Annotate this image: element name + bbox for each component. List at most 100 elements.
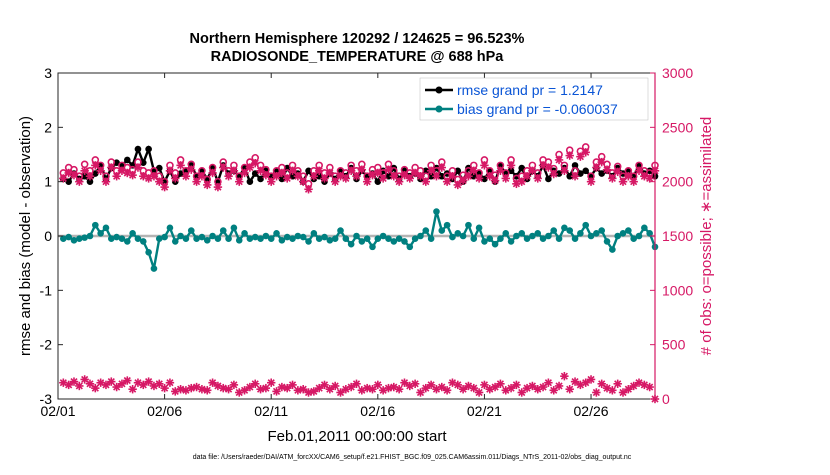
rejected-point <box>219 383 228 393</box>
y-tick-label: -3 <box>40 391 53 407</box>
bias-point <box>310 229 318 237</box>
assimilated-point <box>597 157 606 167</box>
legend-rmse-dot <box>435 86 443 94</box>
bias-point <box>198 233 206 241</box>
bias-point <box>539 235 547 243</box>
assimilated-point <box>592 163 601 172</box>
bias-point <box>603 238 611 245</box>
assimilated-point <box>581 148 590 157</box>
rmse-point <box>422 167 430 175</box>
bias-point <box>550 227 558 234</box>
bias-point <box>374 235 382 243</box>
series-rejected <box>59 371 660 404</box>
rejected-point <box>618 388 628 397</box>
bias-point <box>353 232 360 240</box>
rejected-point <box>496 379 505 388</box>
y-axis-label: rmse and bias (model - observation) <box>17 116 34 356</box>
bias-point <box>598 227 605 234</box>
assimilated-point <box>549 169 558 179</box>
series-assimilated <box>59 148 660 194</box>
bias-point <box>422 227 430 234</box>
assimilated-point <box>235 177 244 186</box>
bias-point <box>417 232 424 240</box>
bias-point <box>385 235 392 243</box>
bias-point <box>646 229 653 237</box>
assimilated-point <box>85 172 95 181</box>
assimilated-point <box>171 174 180 183</box>
bias-point <box>369 243 376 251</box>
bias-point <box>411 235 419 243</box>
bias-point <box>214 235 222 243</box>
rejected-point <box>410 379 420 388</box>
rmse-point <box>123 156 131 164</box>
y2-tick-label: 2500 <box>662 119 693 135</box>
rejected-point <box>442 386 452 395</box>
axes-layer: -3 -2 -1 0 1 2 3 0 500 1000 1500 2000 2500 3000 02/01 0… <box>40 65 694 419</box>
assimilated-point <box>384 165 393 174</box>
assimilated-point <box>96 166 105 175</box>
rejected-point <box>107 377 116 386</box>
bias-point <box>134 235 142 243</box>
rejected-point <box>267 378 276 387</box>
rmse-point <box>92 170 99 177</box>
rejected-point <box>309 387 319 396</box>
rejected-point <box>128 385 137 394</box>
x-tick-label: 02/01 <box>40 403 75 419</box>
legend-bias-label: bias grand pr = -0.060037 <box>457 101 618 117</box>
bias-point <box>401 238 408 245</box>
bias-point <box>283 233 291 241</box>
rejected-point <box>394 385 404 394</box>
bias-point <box>630 235 637 243</box>
assimilated-point <box>586 177 596 186</box>
assimilated-point <box>448 172 457 181</box>
rmse-point <box>86 178 94 185</box>
rejected-point <box>69 377 79 386</box>
bias-point <box>219 227 227 234</box>
bias-point <box>294 232 302 240</box>
bias-point <box>305 238 312 245</box>
assimilated-point <box>203 180 212 190</box>
bias-point <box>257 235 264 243</box>
y2-tick-label: 0 <box>662 391 670 407</box>
legend-bias-dot <box>435 105 443 113</box>
bias-point <box>454 229 462 237</box>
assimilated-point <box>506 161 516 170</box>
rmse-point <box>246 178 254 185</box>
bias-point <box>470 235 478 243</box>
assimilated-point <box>69 170 79 180</box>
rejected-point <box>554 381 564 391</box>
assimilated-point <box>219 163 228 172</box>
assimilated-point <box>320 174 329 183</box>
rmse-point <box>305 167 312 175</box>
rejected-point <box>565 385 574 394</box>
bias-point <box>363 235 371 243</box>
bias-point <box>507 238 515 245</box>
assimilated-point <box>421 177 430 186</box>
rejected-point <box>592 388 601 397</box>
y-tick-label: 2 <box>44 119 52 135</box>
assimilated-point <box>197 172 207 181</box>
y2-tick-label: 3000 <box>662 65 693 81</box>
bias-point <box>193 235 200 243</box>
legend: rmse grand pr = 1.2147 bias grand pr = -… <box>419 77 649 121</box>
bias-point <box>545 232 552 240</box>
assimilated-point <box>224 172 233 181</box>
assimilated-point <box>613 167 622 177</box>
assimilated-point <box>261 170 271 180</box>
rmse-point <box>134 145 142 153</box>
rejected-point <box>112 382 121 392</box>
legend-rmse-marker <box>425 86 453 94</box>
rejected-point <box>293 386 303 395</box>
assimilated-point <box>80 166 89 175</box>
bias-point <box>475 224 483 232</box>
rmse-point <box>582 167 590 175</box>
rejected-point <box>330 381 340 391</box>
bias-point <box>321 233 328 241</box>
rejected-point <box>288 380 297 390</box>
bias-point <box>60 235 67 243</box>
legend-rmse-label: rmse grand pr = 1.2147 <box>457 82 603 98</box>
assimilated-point <box>128 170 137 180</box>
assimilated-point <box>155 177 164 186</box>
assimilated-point <box>528 166 537 175</box>
